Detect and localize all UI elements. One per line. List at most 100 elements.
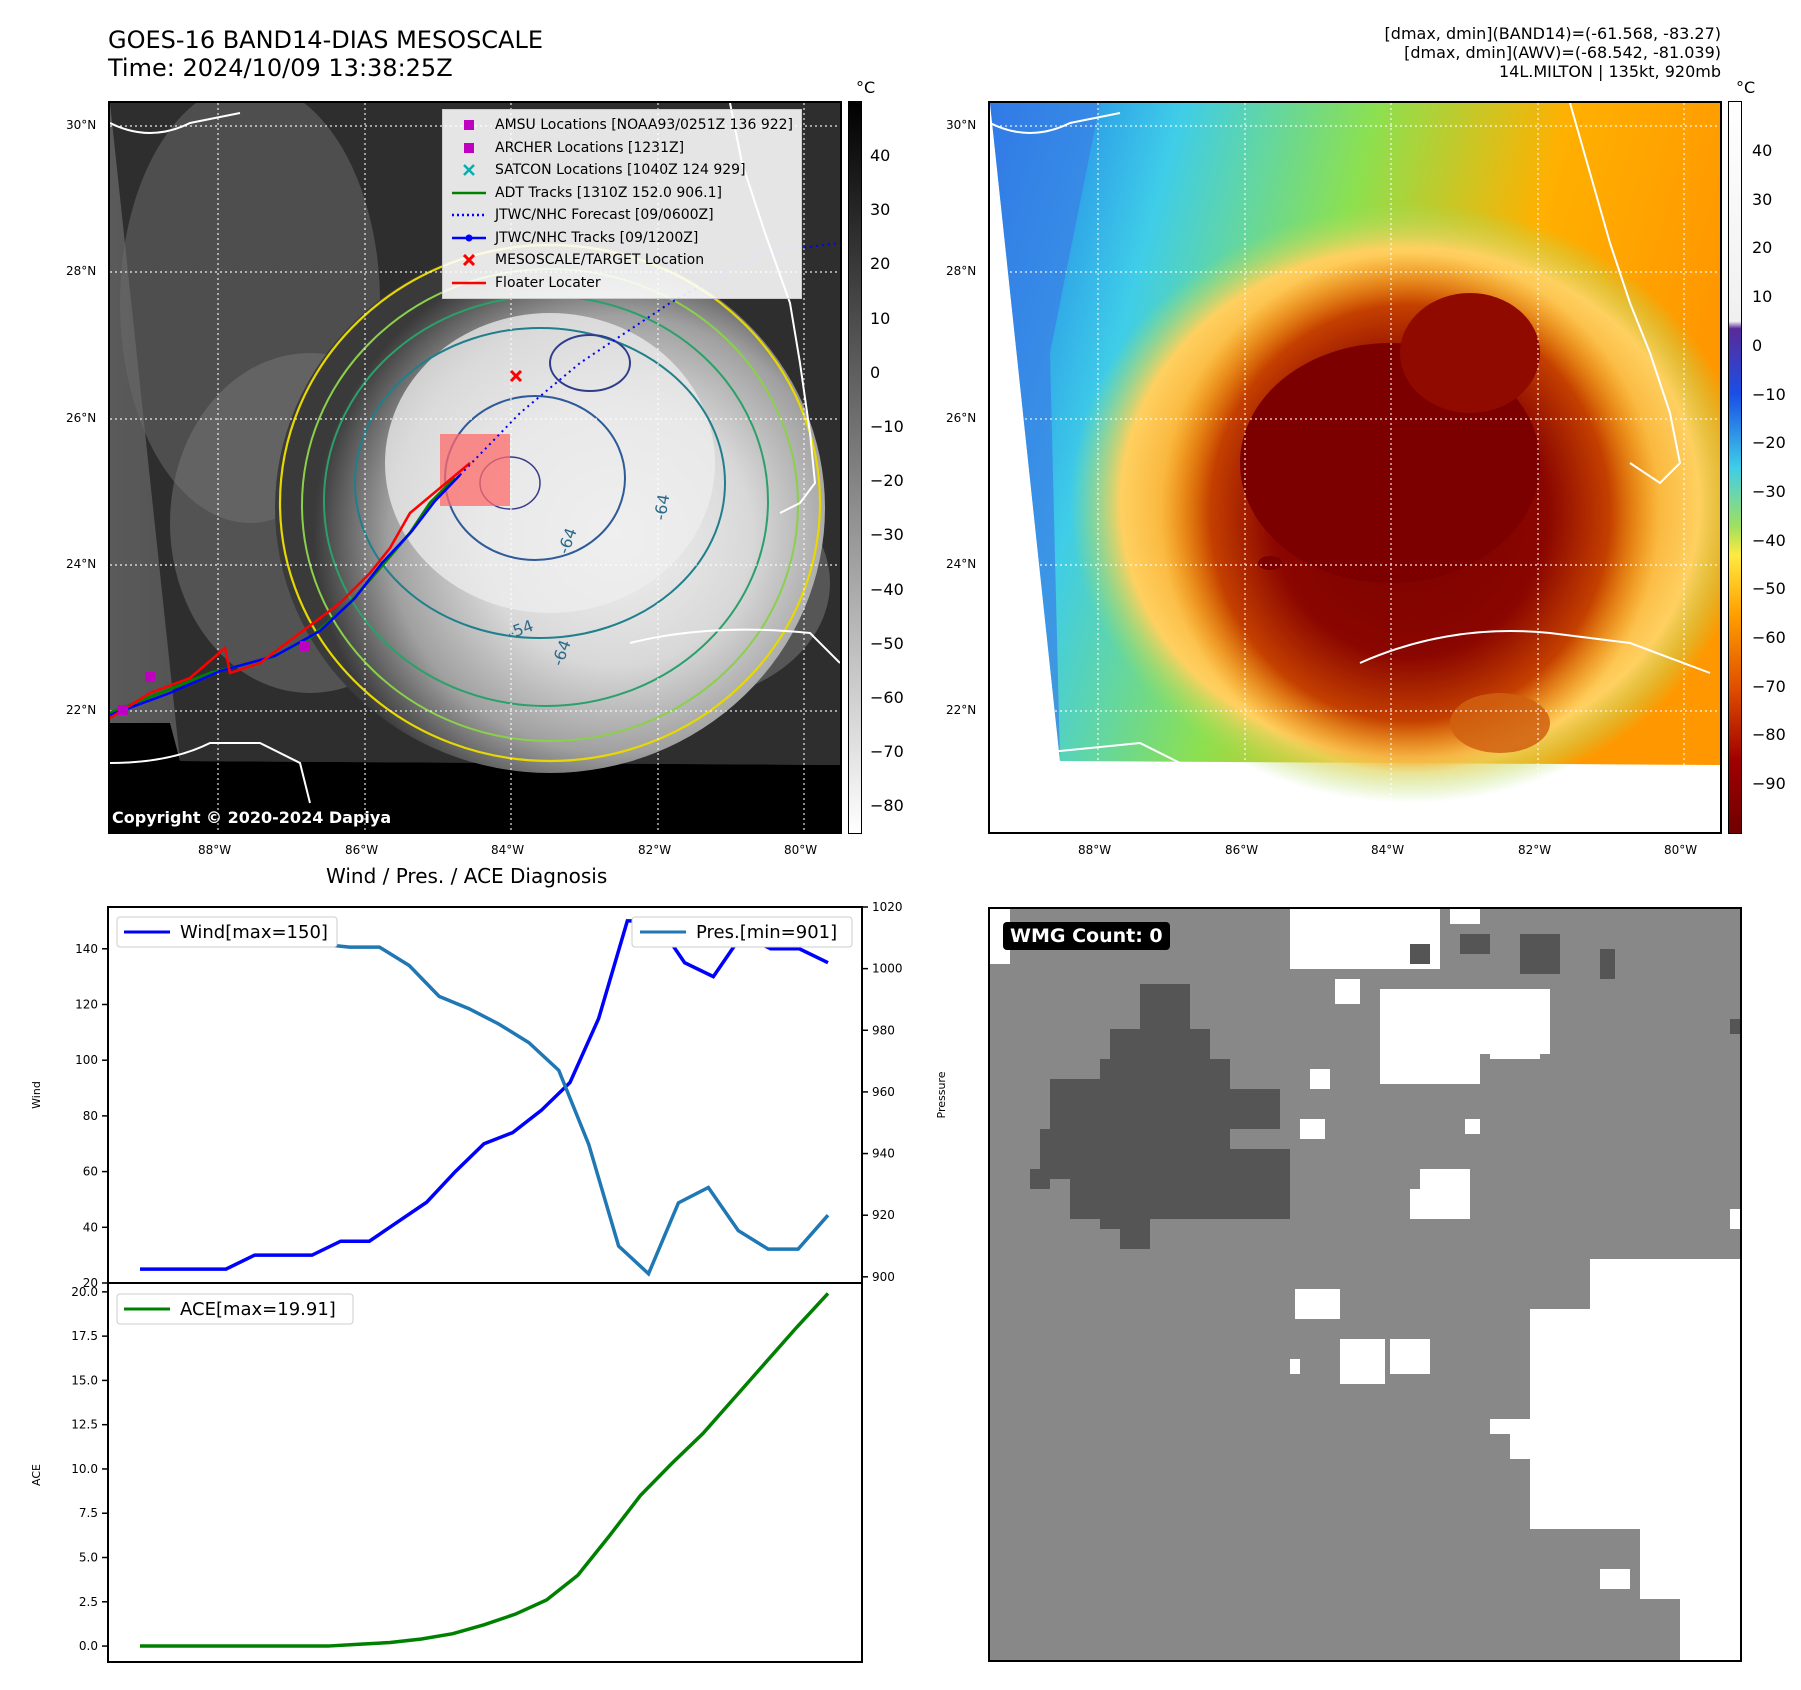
pressure-legend-box	[631, 916, 853, 948]
colorbar-tick-label: 20	[870, 254, 891, 274]
wmg-panel	[988, 907, 1742, 1662]
lat-label: 26°N	[946, 411, 977, 425]
colorbar-tick-label: −30	[1752, 481, 1786, 501]
y-tick-label: 17.5	[71, 1329, 98, 1343]
colorbar-tick-label: −70	[1752, 676, 1786, 696]
colorbar-tick-label: 20	[1752, 238, 1773, 258]
colorbar-tick-label: 30	[870, 200, 891, 220]
series-line-ace	[140, 1292, 830, 1648]
copyright-text: Copyright © 2020-2024 Dapiya	[112, 808, 392, 827]
colorbar-tick-label: 40	[870, 146, 891, 165]
legend-item: SATCON Locations [1040Z 124 929]	[451, 159, 793, 182]
colorbar-tick-label: −60	[870, 688, 904, 707]
wmg-count-badge: WMG Count: 0	[1003, 922, 1170, 950]
colorbar-tick-label: −90	[1752, 774, 1786, 794]
wind-legend-box	[116, 916, 338, 948]
colorbar-unit: °C	[856, 78, 876, 97]
colorbar-tick-label: −50	[1752, 579, 1786, 599]
wind-legend-label: Wind[max=150]	[180, 922, 328, 943]
lon-label: 82°W	[1518, 843, 1552, 857]
colorbar-tick-label: −10	[1752, 384, 1786, 404]
colorbar-tick-label: 0	[870, 362, 881, 382]
colorbar-tick-label: −40	[870, 579, 904, 599]
colorbar-tick-label: 0	[1752, 335, 1763, 355]
y-tick-label: 20	[83, 1276, 98, 1290]
y-axis-label: Wind	[30, 1081, 43, 1109]
magenta-square-icon	[451, 142, 487, 153]
colorbar-tick-label: −80	[1752, 725, 1786, 745]
red-x-icon	[451, 254, 487, 267]
lat-label: 30°N	[946, 118, 977, 132]
pressure-legend-label: Pres.[min=901]	[696, 922, 837, 943]
lon-label: 80°W	[1664, 843, 1698, 857]
y-tick-label: 20.0	[71, 1285, 98, 1299]
storm-stats: [dmax, dmin](BAND14)=(-61.568, -83.27) [d…	[1384, 24, 1721, 81]
colorbar-tick-label: −20	[870, 471, 904, 491]
lat-label: 28°N	[66, 264, 97, 278]
right-colorbar	[1728, 101, 1742, 834]
legend-item: JTWC/NHC Forecast [09/0600Z]	[451, 204, 793, 227]
colorbar-tick-label: −70	[870, 742, 904, 762]
colorbar-tick-label: −20	[1752, 433, 1786, 453]
lon-label: 88°W	[198, 843, 232, 857]
y2-tick-label: 980	[872, 1023, 895, 1037]
y2-tick-label: 960	[872, 1085, 895, 1099]
chart-title: GOES-16 BAND14-DIAS MESOSCALE Time: 2024/…	[108, 26, 544, 82]
lat-label: 22°N	[66, 703, 97, 717]
y-tick-label: 60	[83, 1165, 98, 1179]
lat-label: 22°N	[946, 703, 977, 717]
y-tick-label: 100	[75, 1053, 98, 1067]
colorbar-tick-label: 30	[1752, 189, 1773, 209]
legend-item: Floater Locater	[451, 272, 793, 295]
lon-label: 86°W	[1225, 843, 1259, 857]
y-tick-label: 10.0	[71, 1462, 98, 1476]
left-colorbar	[848, 101, 862, 834]
ace-axes	[107, 1282, 863, 1663]
legend-item: JTWC/NHC Tracks [09/1200Z]	[451, 227, 793, 250]
lat-label: 30°N	[66, 118, 97, 132]
lat-label: 26°N	[66, 411, 97, 425]
y-tick-label: 120	[75, 997, 98, 1011]
lon-label: 84°W	[1371, 843, 1405, 857]
y-tick-label: 12.5	[71, 1418, 98, 1432]
y2-tick-label: 940	[872, 1147, 895, 1161]
legend-item: ADT Tracks [1310Z 152.0 906.1]	[451, 182, 793, 205]
y-tick-label: 140	[75, 942, 98, 956]
diagnosis-title: Wind / Pres. / ACE Diagnosis	[326, 864, 608, 888]
y-tick-label: 2.5	[79, 1595, 98, 1609]
red-line-icon	[451, 280, 487, 286]
green-line-icon	[451, 190, 487, 196]
lon-label: 88°W	[1078, 843, 1112, 857]
y-axis-label: ACE	[30, 1464, 43, 1486]
y-tick-label: 5.0	[79, 1551, 98, 1565]
y2-tick-label: 1020	[872, 900, 903, 914]
magenta-square-icon	[451, 120, 487, 131]
right-map-panel	[988, 101, 1722, 834]
lat-label: 24°N	[946, 557, 977, 571]
colorbar-tick-label: −80	[870, 796, 904, 816]
y-tick-label: 0.0	[79, 1639, 98, 1653]
series-line-pressure	[140, 920, 830, 1277]
lon-label: 82°W	[638, 843, 672, 857]
y2-tick-label: 1000	[872, 962, 903, 976]
map-legend: AMSU Locations [NOAA93/0251Z 136 922] AR…	[442, 109, 803, 299]
colorbar-unit: °C	[1736, 78, 1756, 97]
wind-pressure-axes	[107, 906, 863, 1284]
colorbar-tick-label: 10	[1752, 287, 1773, 307]
legend-item: AMSU Locations [NOAA93/0251Z 136 922]	[451, 114, 793, 137]
legend-item: ARCHER Locations [1231Z]	[451, 137, 793, 160]
legend-item: MESOSCALE/TARGET Location	[451, 249, 793, 272]
colorbar-tick-label: −10	[870, 417, 904, 436]
y2-tick-label: 920	[872, 1208, 895, 1222]
lat-label: 28°N	[946, 264, 977, 278]
y-tick-label: 80	[83, 1109, 98, 1123]
y-tick-label: 15.0	[71, 1373, 98, 1387]
series-line-wind	[140, 919, 829, 1271]
colorbar-tick-label: −60	[1752, 628, 1786, 647]
colorbar-tick-label: 10	[870, 308, 891, 328]
y-tick-label: 40	[83, 1220, 98, 1234]
y-tick-label: 7.5	[79, 1506, 98, 1520]
ace-legend-label: ACE[max=19.91]	[180, 1299, 336, 1320]
cyan-x-icon	[451, 164, 487, 177]
colorbar-tick-label: −40	[1752, 530, 1786, 550]
